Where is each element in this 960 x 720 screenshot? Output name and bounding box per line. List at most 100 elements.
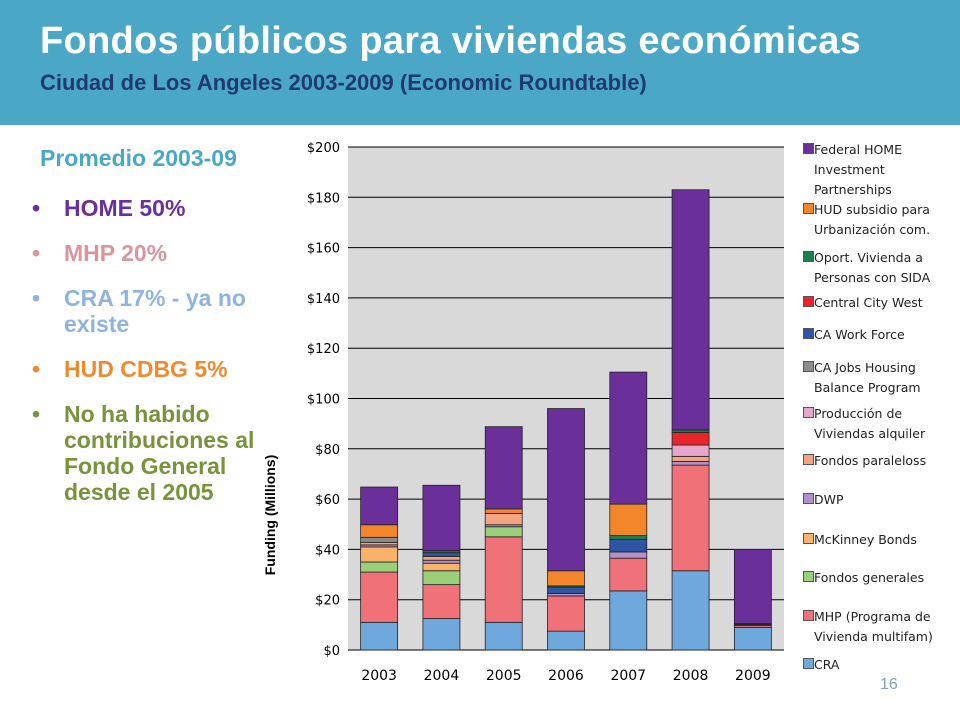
bar-segment	[671, 570, 710, 651]
legend-label: MHP (Programa de Vivienda multifam)	[814, 609, 933, 644]
bar-segment	[484, 508, 523, 514]
bar-segment	[671, 460, 710, 466]
legend-label: CA Work Force	[814, 327, 905, 342]
bar-segment	[484, 536, 523, 623]
bar-segment	[547, 586, 585, 594]
x-tick-label: 2004	[424, 668, 460, 684]
y-tick-label: $180	[307, 191, 340, 206]
legend-label: DWP	[814, 492, 844, 507]
bar-segment	[671, 189, 710, 431]
bullet-general-fund: • No ha habido contribuciones al Fondo Ge…	[30, 401, 290, 505]
bullet-cdbg: • HUD CDBG 5%	[30, 356, 290, 382]
bullet-dot-icon: •	[32, 356, 41, 382]
bar-segment	[609, 538, 648, 553]
bar-segment	[360, 486, 399, 526]
bar-segment	[671, 464, 710, 572]
legend-swatch	[803, 610, 814, 621]
bar-segment	[547, 408, 585, 572]
summary-bullets: • HOME 50% • MHP 20% • CRA 17% - ya no exis…	[30, 195, 290, 524]
bar-segment	[609, 590, 648, 651]
legend-label: Fondos generales	[814, 570, 925, 585]
legend-label: Oport. Vivienda a Personas con SIDA	[814, 250, 931, 285]
bar-segment	[609, 535, 648, 540]
bar-segment	[360, 561, 399, 573]
y-tick-label: $160	[307, 242, 340, 257]
legend-swatch	[803, 658, 814, 669]
legend-label: Central City West	[814, 295, 923, 310]
bar-segment	[422, 556, 461, 561]
legend-swatch	[803, 251, 814, 262]
bullet-text: No ha habido contribuciones al Fondo Gen…	[64, 401, 255, 505]
bar-segment	[671, 455, 710, 462]
bullet-cra: • CRA 17% - ya no existe	[30, 285, 290, 337]
legend-swatch	[803, 328, 814, 339]
bar-segment	[422, 570, 461, 586]
bars	[360, 189, 772, 651]
bullet-text: HUD CDBG 5%	[64, 356, 228, 382]
bar-segment	[671, 444, 710, 457]
bar-segment	[609, 503, 648, 536]
header-banner	[0, 0, 960, 125]
y-tick-label: $80	[315, 443, 340, 458]
y-tick-label: $0	[323, 644, 340, 659]
bar-segment	[360, 536, 399, 543]
bar-segment	[609, 371, 648, 505]
legend-label: HUD subsidio para Urbanización com.	[814, 202, 931, 237]
bar-segment	[422, 584, 461, 619]
bar-segment	[422, 484, 461, 552]
bar-segment	[484, 621, 523, 651]
bar-segment	[422, 552, 461, 557]
legend-swatch	[803, 454, 814, 465]
legend-label: CRA	[814, 657, 840, 672]
legend-label: Fondos paraleloss	[814, 453, 927, 468]
bar-segment	[422, 618, 461, 651]
bar-segment	[609, 551, 648, 559]
legend-swatch	[803, 296, 814, 307]
bullet-dot-icon: •	[32, 195, 41, 221]
legend-swatch	[803, 143, 814, 154]
x-tick-label: 2006	[548, 668, 584, 684]
legend-swatch	[803, 361, 814, 372]
bar-segment	[671, 432, 710, 446]
legend-label: McKinney Bonds	[814, 532, 917, 547]
bar-segment	[547, 570, 585, 587]
legend-label: Producción de Viviendas alquiler	[814, 406, 926, 441]
bullet-dot-icon: •	[32, 401, 41, 427]
legend-swatch	[803, 533, 814, 544]
bullet-dot-icon: •	[32, 285, 41, 311]
legend-label: CA Jobs Housing Balance Program	[814, 360, 921, 395]
bar-segment	[733, 626, 772, 651]
x-tick-label: 2007	[610, 668, 646, 684]
bar-segment	[360, 621, 399, 651]
bar-segment	[547, 630, 585, 651]
y-tick-label: $40	[315, 543, 340, 558]
y-tick-label: $60	[315, 493, 340, 508]
y-tick-label: $120	[307, 342, 340, 357]
legend-swatch	[803, 407, 814, 418]
x-tick-labels: 2003 2004 2005 2006 2007 2008 2009	[361, 668, 770, 684]
bar-segment	[609, 557, 648, 592]
y-axis-label: Funding (Millions)	[262, 454, 278, 576]
y-tick-label: $100	[307, 393, 340, 408]
bullet-dot-icon: •	[32, 240, 41, 266]
x-tick-label: 2008	[673, 668, 709, 684]
bar-segment	[422, 562, 461, 572]
slide-subtitle: Ciudad de Los Angeles 2003-2009 (Economi…	[40, 70, 647, 95]
bullet-text: MHP 20%	[64, 240, 168, 266]
bar-segment	[360, 546, 399, 563]
x-tick-label: 2009	[735, 668, 771, 684]
legend-swatch	[803, 493, 814, 504]
bar-segment	[360, 571, 399, 623]
slide-title: Fondos públicos para viviendas económica…	[40, 20, 862, 62]
bar-segment	[547, 595, 585, 632]
bullet-text: CRA 17% - ya no existe	[64, 285, 246, 337]
bullet-text: HOME 50%	[64, 195, 186, 221]
y-tick-label: $200	[307, 141, 340, 156]
bar-segment	[733, 549, 772, 624]
bullet-mhp: • MHP 20%	[30, 240, 290, 266]
chart-legend: Federal HOME Investment Partnerships HUD …	[803, 0, 955, 700]
legend-swatch	[803, 571, 814, 582]
bar-segment	[360, 524, 399, 538]
page-number: 16	[880, 676, 898, 693]
